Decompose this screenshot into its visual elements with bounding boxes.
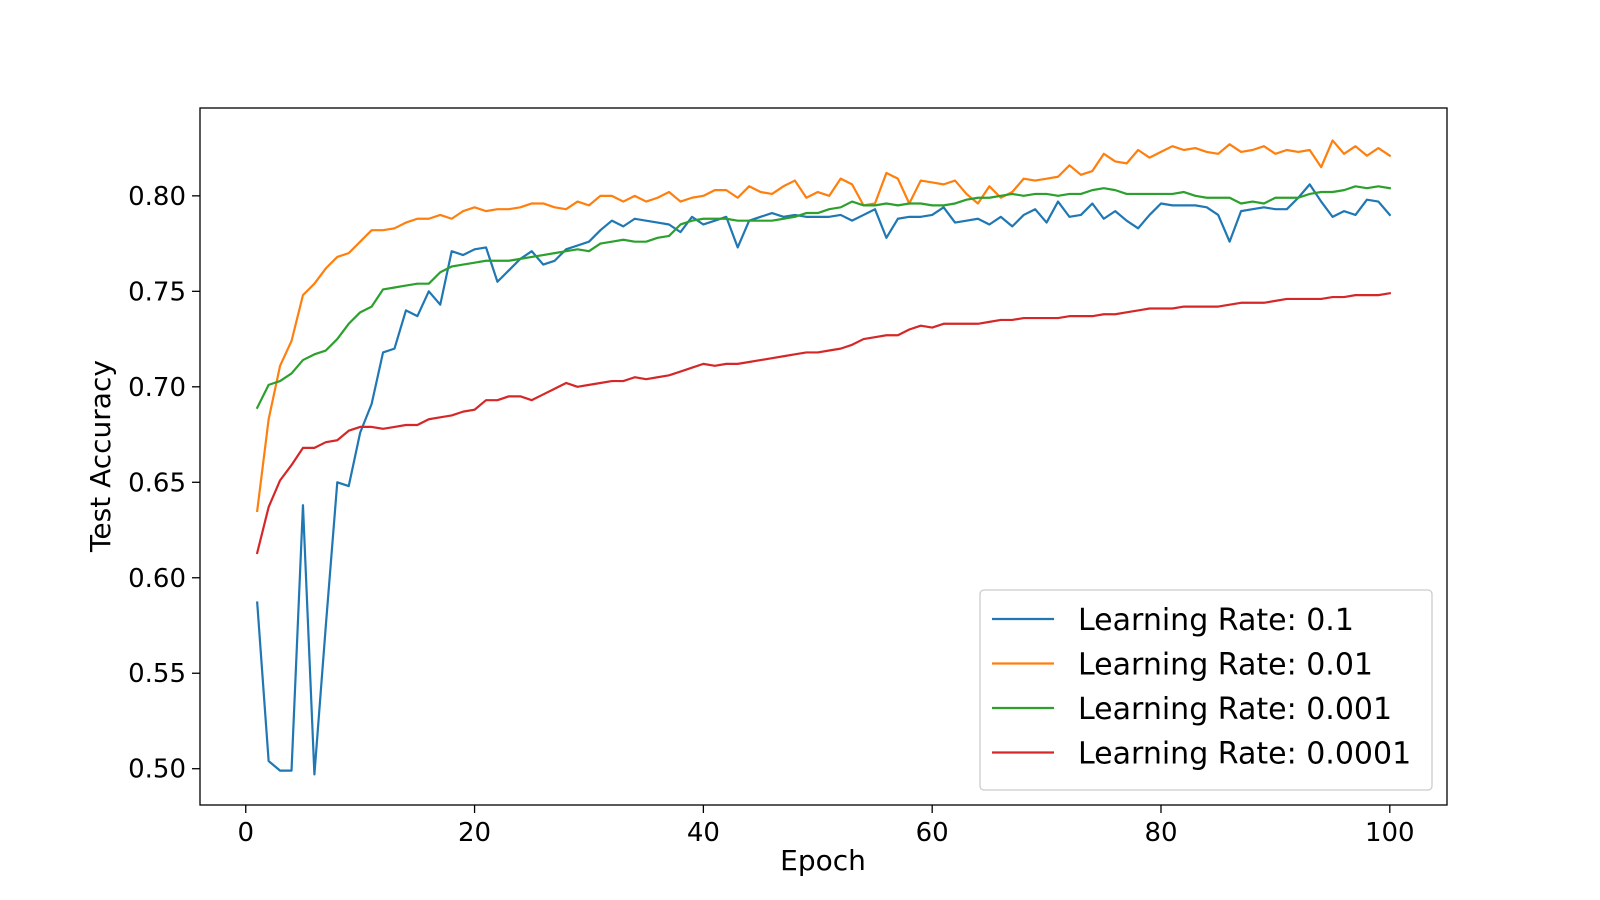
x-axis: 0 20 40 60 80 100 bbox=[237, 805, 1415, 848]
x-axis-label: Epoch bbox=[780, 844, 866, 877]
y-axis-label: Test Accuracy bbox=[84, 360, 117, 553]
y-axis: 0.50 0.55 0.60 0.65 0.70 0.75 0.80 bbox=[128, 182, 200, 785]
legend-label-2: Learning Rate: 0.001 bbox=[1078, 692, 1392, 727]
legend-label-3: Learning Rate: 0.0001 bbox=[1078, 737, 1411, 772]
legend-label-1: Learning Rate: 0.01 bbox=[1078, 648, 1373, 683]
y-tick-label: 0.55 bbox=[128, 659, 186, 689]
y-tick-label: 0.50 bbox=[128, 755, 186, 785]
x-tick-label: 100 bbox=[1365, 818, 1415, 848]
series-line-0 bbox=[256, 183, 1392, 776]
series-layer bbox=[255, 139, 1392, 776]
legend-box bbox=[979, 589, 1433, 791]
y-tick-label: 0.65 bbox=[128, 468, 186, 498]
x-tick-label: 80 bbox=[1144, 818, 1177, 848]
y-tick-label: 0.75 bbox=[128, 277, 186, 307]
x-tick-label: 20 bbox=[458, 818, 491, 848]
y-tick-label: 0.60 bbox=[128, 564, 186, 594]
y-tick-label: 0.70 bbox=[128, 373, 186, 403]
x-tick-label: 0 bbox=[237, 818, 254, 848]
plot-frame bbox=[199, 107, 1448, 806]
series-line-2 bbox=[255, 185, 1392, 410]
series-line-3 bbox=[255, 291, 1392, 555]
legend-label-0: Learning Rate: 0.1 bbox=[1078, 603, 1354, 638]
x-tick-label: 60 bbox=[916, 818, 949, 848]
legend: Learning Rate: 0.1 Learning Rate: 0.01 Lea… bbox=[979, 589, 1433, 791]
y-tick-label: 0.80 bbox=[128, 182, 186, 212]
series-line-1 bbox=[255, 139, 1392, 513]
x-tick-label: 40 bbox=[687, 818, 720, 848]
